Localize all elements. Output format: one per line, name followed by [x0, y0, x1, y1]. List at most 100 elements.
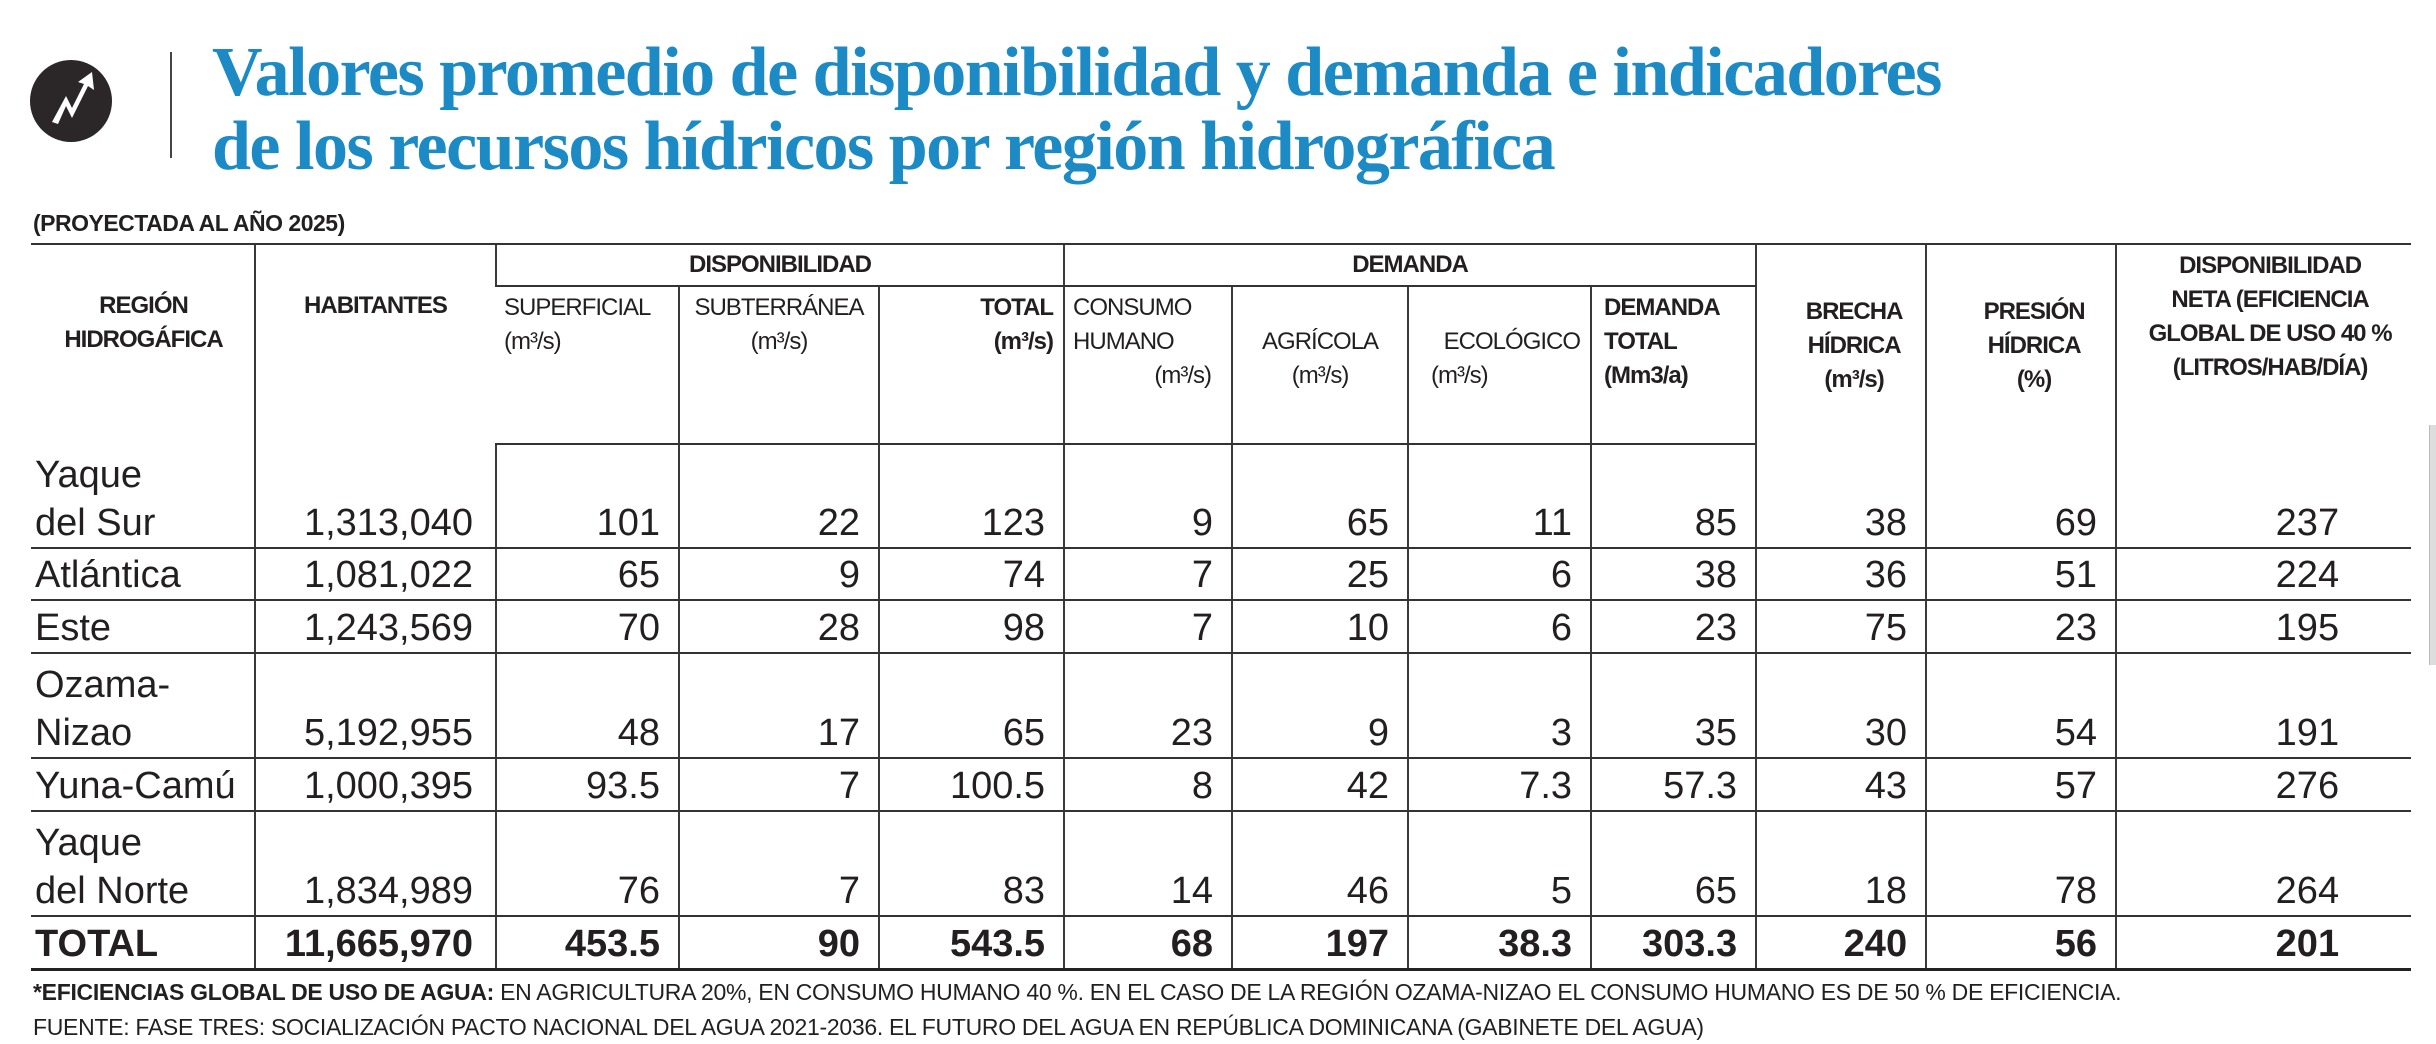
value-cell: 23 [1925, 600, 2117, 654]
value-cell: 65 [1231, 444, 1409, 549]
value-cell: 43 [1755, 758, 1927, 812]
region-name: Atlántica [35, 554, 181, 596]
value-cell: 57.3 [1590, 758, 1757, 812]
value-cell: 74 [877, 548, 1065, 601]
col-superficial: SUPERFICIAL (m³/s) [496, 286, 679, 445]
value-cell: 264 [2115, 811, 2412, 917]
value-cell: 1,000,395 [254, 758, 496, 812]
value-cell: 85 [1590, 444, 1757, 549]
value-cell: 7.3 [1407, 758, 1592, 812]
subtitle: (PROYECTADA AL AÑO 2025) [33, 210, 345, 236]
region-name-2: Nizao [35, 712, 133, 754]
footnote-efficiency: *EFICIENCIAS GLOBAL DE USO DE AGUA: EN A… [33, 979, 2122, 1006]
value-cell: 1,243,569 [254, 600, 496, 654]
value-cell: 237 [2115, 444, 2412, 549]
value-cell: 28 [678, 600, 879, 654]
value-cell: 25 [1231, 548, 1409, 601]
value-cell: 14 [1063, 811, 1233, 917]
title-line-2: de los recursos hídricos por región hidr… [212, 108, 1556, 185]
value-cell: 42 [1231, 758, 1409, 812]
table-row: Ozama- Nizao 5,192,955 48 17 65 23 9 3 35 30 54 191 [31, 653, 2412, 759]
value-cell: 36 [1755, 548, 1927, 601]
value-cell: 11 [1407, 444, 1592, 549]
value-cell: 35 [1590, 653, 1757, 759]
value-cell: 6 [1407, 600, 1592, 654]
value-cell: 240 [1755, 916, 1927, 971]
value-cell: 38.3 [1407, 916, 1592, 971]
value-cell: 38 [1590, 548, 1757, 601]
value-cell: 17 [678, 653, 879, 759]
value-cell: 7 [1063, 548, 1233, 601]
value-cell: 6 [1407, 548, 1592, 601]
value-cell: 7 [678, 811, 879, 917]
value-cell: 70 [495, 600, 679, 654]
value-cell: 23 [1063, 653, 1233, 759]
col-consumo-humano: CONSUMO HUMANO (m³/s) [1063, 286, 1233, 445]
value-cell: 46 [1231, 811, 1409, 917]
value-cell: 224 [2115, 548, 2412, 601]
value-cell: 75 [1755, 600, 1927, 654]
table-row: Este 1,243,569 70 28 98 7 10 6 23 75 23 195 [31, 600, 2412, 654]
col-region: REGIÓN HIDROGÁFICA [31, 243, 255, 444]
value-cell: 68 [1063, 916, 1233, 971]
value-cell: 30 [1755, 653, 1927, 759]
value-cell: 69 [1925, 444, 2117, 549]
col-demanda-total: DEMANDA TOTAL (Mm3/a) [1590, 286, 1757, 445]
value-cell: 76 [495, 811, 679, 917]
footnote-label: *EFICIENCIAS GLOBAL DE USO DE AGUA: [33, 979, 495, 1005]
table-row: Yaque del Norte 1,834,989 76 7 83 14 46 5 65 18 78 2… [31, 811, 2412, 917]
value-cell: 56 [1925, 916, 2117, 971]
value-cell: 48 [495, 653, 679, 759]
value-cell: 3 [1407, 653, 1592, 759]
region-cell: Yuna-Camú [31, 758, 255, 812]
value-cell: 98 [877, 600, 1065, 654]
region-cell: Atlántica [31, 548, 255, 601]
group-demanda: DEMANDA [1063, 243, 1757, 287]
col-total-disp: TOTAL (m³/s) [877, 286, 1065, 445]
value-cell: 5 [1407, 811, 1592, 917]
region-name-2: del Norte [35, 870, 190, 912]
region-name: Ozama- [35, 664, 171, 706]
value-cell: 453.5 [495, 916, 679, 971]
table-row: Yuna-Camú 1,000,395 93.5 7 100.5 8 42 7.3 57.3 43… [31, 758, 2412, 812]
value-cell: 195 [2115, 600, 2412, 654]
value-cell: 10 [1231, 600, 1409, 654]
value-cell: 38 [1755, 444, 1927, 549]
value-cell: 101 [495, 444, 679, 549]
title-line-1: Valores promedio de disponibilidad y dem… [212, 34, 1942, 111]
value-cell: 51 [1925, 548, 2117, 601]
value-cell: 201 [2115, 916, 2412, 971]
col-presion: PRESIÓN HÍDRICA (%) [1925, 243, 2117, 444]
value-cell: 276 [2115, 758, 2412, 812]
value-cell: 5,192,955 [254, 653, 496, 759]
col-ecologico: ECOLÓGICO (m³/s) [1407, 286, 1592, 445]
value-cell: 54 [1925, 653, 2117, 759]
value-cell: 1,081,022 [254, 548, 496, 601]
divider [170, 52, 172, 158]
value-cell: 18 [1755, 811, 1927, 917]
value-cell: 123 [877, 444, 1065, 549]
col-disponibilidad-neta: DISPONIBILIDAD NETA (EFICIENCIA GLOBAL DE … [2115, 243, 2412, 444]
source-note: FUENTE: FASE TRES: SOCIALIZACIÓN PACTO N… [33, 1014, 1704, 1040]
value-cell: 7 [678, 758, 879, 812]
page-title: Valores promedio de disponibilidad y dem… [212, 34, 1942, 185]
scrollbar[interactable] [2429, 425, 2436, 665]
value-cell: 9 [678, 548, 879, 601]
value-cell: 9 [1063, 444, 1233, 549]
region-cell: Yaque del Sur [31, 444, 255, 549]
region-cell: TOTAL [31, 916, 255, 971]
region-name: Yaque [35, 454, 143, 496]
col-habitantes: HABITANTES [254, 243, 496, 444]
region-name-2: del Sur [35, 502, 156, 544]
value-cell: 303.3 [1590, 916, 1757, 971]
value-cell: 1,834,989 [254, 811, 496, 917]
value-cell: 90 [678, 916, 879, 971]
footnote-text: EN AGRICULTURA 20%, EN CONSUMO HUMANO 40… [494, 979, 2122, 1005]
region-name: Yaque [35, 822, 143, 864]
value-cell: 83 [877, 811, 1065, 917]
value-cell: 543.5 [877, 916, 1065, 971]
value-cell: 7 [1063, 600, 1233, 654]
table-row: Atlántica 1,081,022 65 9 74 7 25 6 38 36 51 224 [31, 548, 2412, 601]
value-cell: 23 [1590, 600, 1757, 654]
col-subterranea: SUBTERRÁNEA (m³/s) [678, 286, 879, 445]
